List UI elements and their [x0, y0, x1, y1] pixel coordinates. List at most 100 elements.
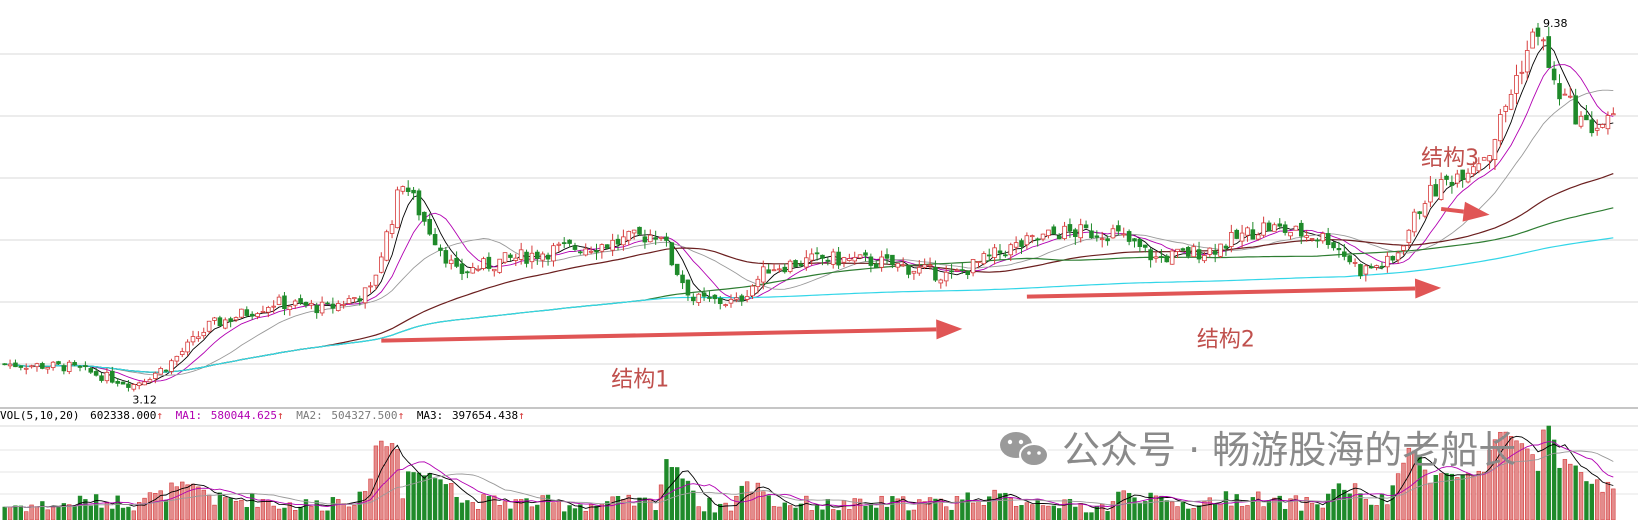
svg-text:VOL(5,10,20) 602338.000↑: VOL(5,10,20) 602338.000↑ MA1: 580044.625…: [0, 409, 525, 422]
candle-body: [379, 256, 384, 273]
volume-bar: [454, 496, 459, 520]
volume-bar: [406, 471, 411, 520]
candle-body: [1245, 227, 1250, 236]
volume-bar: [465, 500, 470, 520]
candle-body: [712, 294, 718, 300]
candle-body: [1234, 229, 1239, 239]
volume-bar: [911, 509, 917, 520]
volume-bar: [1234, 494, 1239, 520]
candle-body: [1444, 175, 1449, 180]
candle-body: [362, 287, 368, 304]
candle-body: [986, 254, 992, 257]
candle-body: [448, 259, 454, 265]
candle-body: [1153, 256, 1159, 259]
candle-body: [900, 264, 906, 267]
volume-bar: [336, 499, 341, 520]
volume-bar: [126, 506, 131, 520]
volume-bar: [831, 509, 836, 520]
candle-body: [933, 267, 938, 281]
volume-bar: [631, 505, 637, 520]
volume-bar: [572, 508, 578, 520]
volume-bar: [836, 510, 841, 520]
volume-bar: [1051, 505, 1056, 520]
candle-body: [1390, 255, 1396, 261]
volume-bar: [787, 505, 793, 520]
candle-body: [470, 267, 476, 274]
volume-bar: [131, 510, 136, 520]
ma-line-2: [4, 64, 1614, 383]
candle-body: [1584, 114, 1589, 121]
volume-bar: [276, 508, 282, 520]
volume-bar: [120, 507, 126, 520]
volume-bars: [2, 425, 1616, 520]
volume-bar: [890, 496, 895, 520]
candle-body: [561, 242, 567, 245]
volume-bar: [981, 505, 987, 520]
candle-body: [1116, 225, 1121, 232]
candle-body: [1008, 244, 1014, 256]
volume-bar: [1492, 439, 1498, 520]
volume-bar: [110, 508, 115, 520]
volume-bar: [1465, 473, 1471, 520]
candle-body: [696, 293, 701, 303]
candle-body: [841, 257, 847, 263]
candle-body: [40, 363, 45, 369]
volume-bar: [449, 483, 454, 520]
volume-bar: [675, 467, 680, 520]
volume-bar: [475, 509, 481, 520]
volume-bar: [1557, 467, 1562, 520]
candle-body: [1487, 155, 1492, 162]
volume-bar: [77, 495, 83, 520]
volume-bar: [1213, 503, 1218, 520]
volume-bar: [1535, 470, 1541, 520]
candle-body: [88, 368, 94, 373]
candle-body: [1212, 250, 1218, 255]
candle-body: [1142, 244, 1148, 248]
volume-bar: [1056, 508, 1062, 520]
candle-body: [104, 371, 110, 382]
volume-bar: [884, 506, 890, 520]
candle-body: [115, 381, 120, 384]
volume-bar: [1143, 501, 1148, 520]
candle-body: [1266, 222, 1272, 232]
volume-bar: [438, 479, 443, 520]
vol-value: 602338.000: [90, 409, 156, 422]
candle-body: [857, 254, 863, 259]
candle-body: [72, 362, 77, 366]
candle-body: [1605, 115, 1611, 130]
candle-body: [228, 318, 233, 322]
candle-body: [766, 269, 771, 274]
volume-bar: [1013, 505, 1019, 520]
volume-bar: [642, 497, 648, 520]
volume-bar: [696, 506, 701, 520]
volume-bar: [1455, 477, 1460, 520]
candle-body: [825, 259, 831, 262]
candle-body: [1476, 163, 1482, 172]
candle-body: [981, 253, 987, 265]
volume-bar: [723, 502, 728, 520]
candle-body: [1282, 224, 1288, 233]
volume-bar: [1110, 501, 1116, 520]
volume-bar: [1369, 504, 1374, 520]
volume-bar: [379, 440, 384, 520]
candle-body: [793, 260, 798, 268]
candle-body: [938, 279, 944, 284]
volume-bar: [1105, 511, 1110, 520]
volume-bar: [239, 499, 244, 520]
volume-bar: [287, 502, 293, 520]
candle-body: [271, 305, 276, 308]
candle-body: [330, 303, 336, 309]
volume-bar: [24, 511, 29, 520]
candle-body: [126, 383, 131, 388]
volume-bar: [518, 499, 524, 520]
volume-bar: [734, 495, 739, 520]
candle-body: [163, 369, 169, 372]
candle-body: [723, 304, 728, 307]
volume-bar: [1282, 508, 1288, 520]
candle-body: [405, 187, 411, 192]
volume-bar: [319, 510, 325, 520]
volume-bar: [551, 502, 556, 520]
volume-bar: [508, 508, 513, 520]
candle-body: [535, 251, 540, 259]
volume-bar: [303, 499, 309, 520]
